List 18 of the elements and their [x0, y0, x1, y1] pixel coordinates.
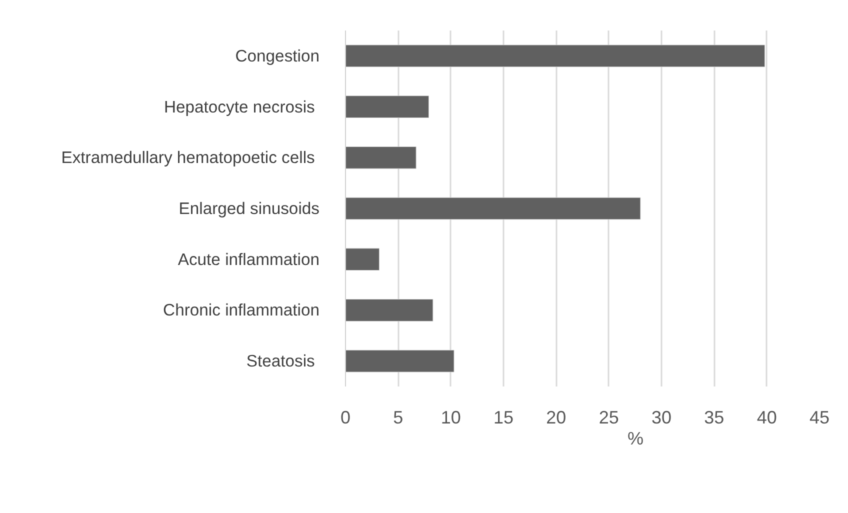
x-tick-label: 25 — [598, 408, 619, 428]
x-tick-label: 15 — [493, 408, 514, 428]
y-tick-label: Hepatocyte necrosis — [164, 97, 315, 116]
y-tick-label: Chronic inflammation — [163, 300, 320, 320]
y-tick-label: Steatosis — [246, 352, 315, 371]
x-axis-title: % — [628, 428, 644, 448]
x-tick-label: 20 — [546, 408, 566, 428]
x-tick-label: 0 — [340, 408, 351, 428]
y-tick-label: Enlarged sinusoids — [178, 199, 320, 218]
x-tick-label: 35 — [704, 408, 724, 428]
x-tick-label: 30 — [651, 408, 672, 428]
y-tick-label: Congestion — [235, 46, 320, 66]
x-tick-label: 5 — [393, 408, 404, 428]
x-tick-label: 10 — [440, 408, 461, 428]
y-tick-label: Acute inflammation — [178, 250, 320, 269]
x-tick-label: 45 — [809, 408, 830, 428]
x-tick-label: 40 — [756, 408, 777, 428]
y-tick-label: Extramedullary hematopoetic cells — [61, 148, 315, 168]
